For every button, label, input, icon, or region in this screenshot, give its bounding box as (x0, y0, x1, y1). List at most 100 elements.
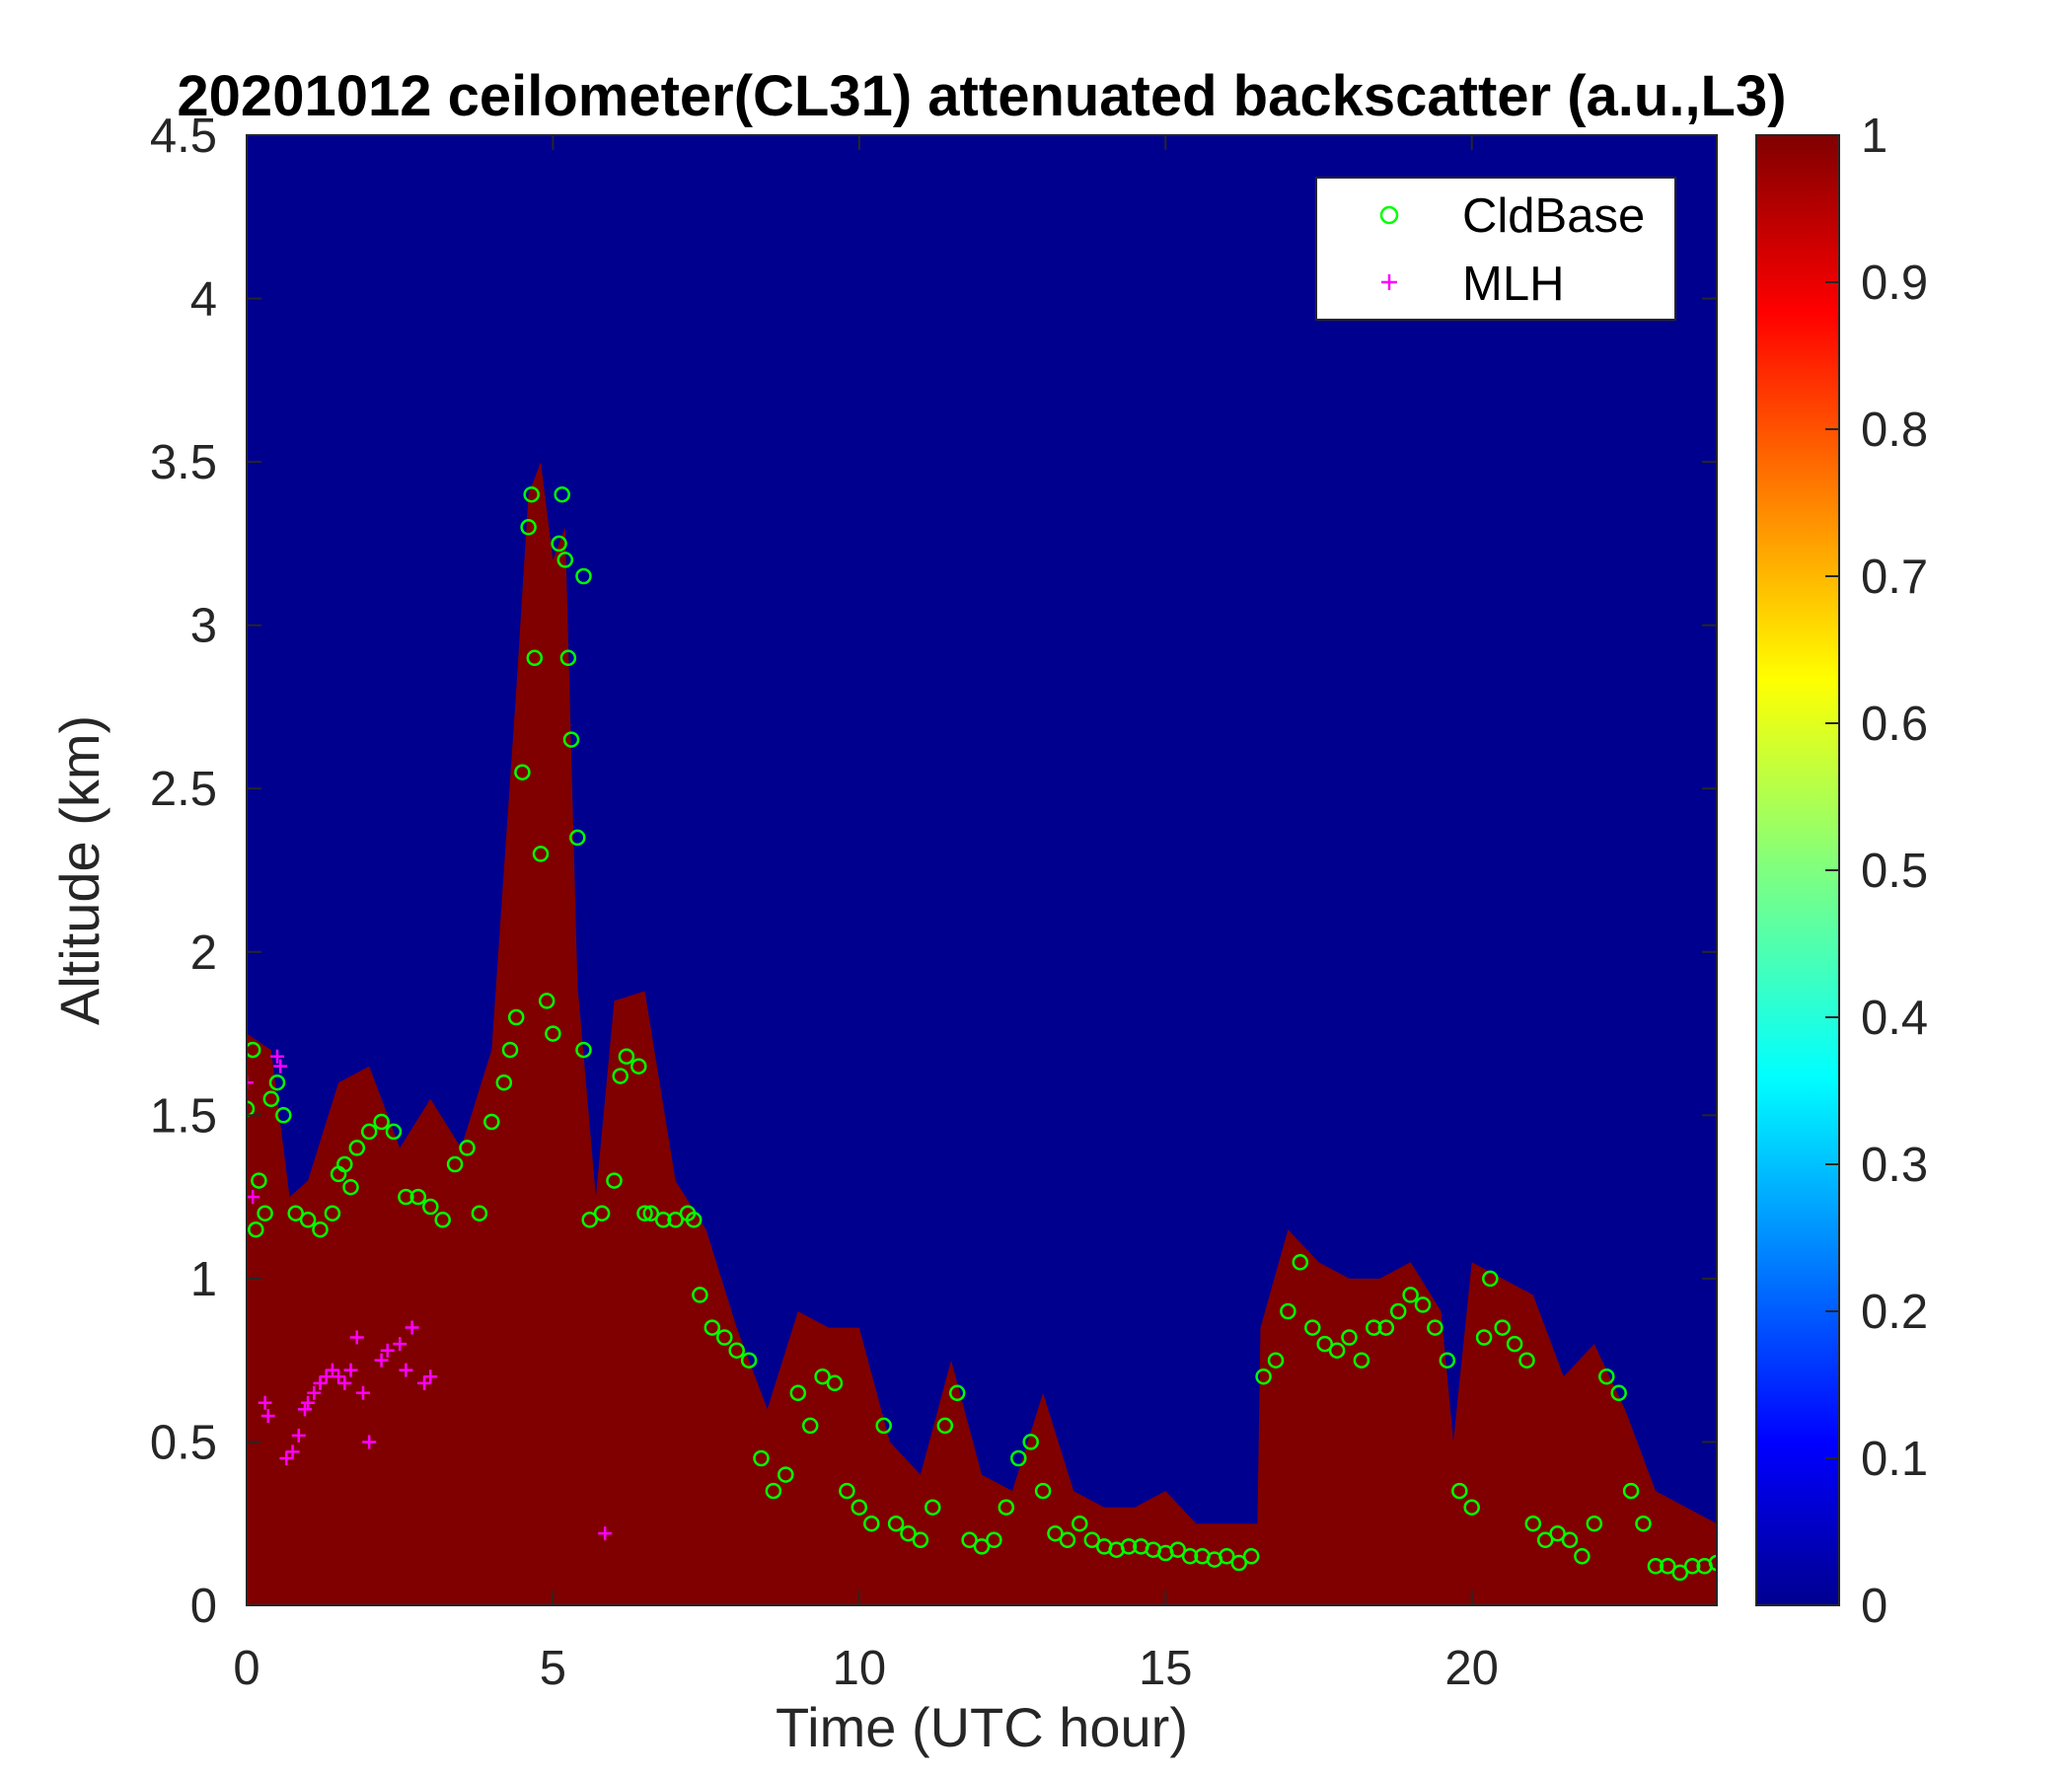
mlh-point (291, 1428, 306, 1443)
cldbase-point (360, 1123, 378, 1141)
cldbase-point (1181, 1548, 1199, 1565)
x-tick-label: 5 (540, 1642, 566, 1695)
y-tick-label: 4 (190, 273, 217, 327)
cldbase-point (385, 1123, 403, 1141)
cldbase-point (1120, 1538, 1138, 1555)
cldbase-point (299, 1212, 317, 1228)
cldbase-point (1708, 1554, 1717, 1572)
cldbase-point (538, 993, 555, 1009)
backscatter-heatmap (247, 462, 1717, 1605)
cldbase-point (1169, 1541, 1186, 1558)
cldbase-point (501, 1041, 519, 1059)
cldbase-point (1683, 1558, 1701, 1575)
cldbase-point (777, 1466, 794, 1483)
cldbase-point (1586, 1515, 1603, 1532)
colorbar-tick-label: 0.2 (1861, 1286, 1928, 1339)
cldbase-point (545, 1025, 561, 1042)
cldbase-point (801, 1417, 819, 1435)
cldbase-point (312, 1221, 329, 1238)
cldbase-point (1292, 1254, 1309, 1271)
cldbase-series (247, 485, 1717, 1582)
cldbase-point (247, 1100, 256, 1117)
legend-cldbase-label: CldBase (1462, 189, 1645, 243)
cldbase-point (1506, 1335, 1523, 1353)
cldbase-point (1518, 1352, 1535, 1369)
mlh-point (313, 1375, 328, 1390)
mlh-point (285, 1444, 300, 1459)
cldbase-point (257, 1205, 273, 1221)
cldbase-point (1402, 1287, 1419, 1303)
cldbase-point (523, 485, 540, 503)
cldbase-point (685, 1212, 703, 1228)
cldbase-point (247, 1041, 261, 1059)
mlh-point (260, 1408, 275, 1423)
cldbase-point (1072, 1515, 1088, 1532)
legend-box (1315, 177, 1676, 321)
cldbase-point (251, 1172, 267, 1189)
colorbar-tick-label: 0 (1861, 1580, 1887, 1633)
x-tick-label: 20 (1444, 1642, 1499, 1695)
cldbase-point (1366, 1319, 1382, 1336)
cldbase-point (471, 1205, 488, 1221)
cldbase-point (1341, 1329, 1358, 1346)
cldbase-point (1574, 1548, 1591, 1565)
colorbar-tick-label: 0.6 (1861, 698, 1928, 751)
cldbase-point (814, 1368, 831, 1385)
cldbase-point (1622, 1482, 1640, 1500)
x-axis-ticks: 0 5 10 15 20 (233, 135, 1499, 1695)
cldbase-point (1671, 1564, 1689, 1582)
cldbase-point (1389, 1302, 1407, 1320)
cldbase-point (1353, 1352, 1370, 1369)
mlh-point (273, 1059, 288, 1073)
cldbase-point (912, 1531, 929, 1549)
cldbase-point (1524, 1515, 1542, 1532)
cldbase-point (575, 567, 592, 585)
cldbase-point (348, 1140, 366, 1156)
cldbase-point (495, 1073, 513, 1091)
colorbar-tick-label: 0.3 (1861, 1139, 1928, 1192)
cldbase-point (654, 1212, 672, 1228)
cldbase-point (409, 1188, 427, 1206)
mlh-point (279, 1451, 294, 1465)
cldbase-point (1267, 1352, 1285, 1369)
cldbase-point (887, 1515, 905, 1532)
cldbase-point (998, 1499, 1015, 1516)
mlh-point (417, 1375, 432, 1390)
y-tick-label: 1.5 (150, 1089, 217, 1143)
cldbase-point (1475, 1329, 1493, 1346)
cldbase-point (630, 1058, 647, 1074)
cldbase-point (1219, 1548, 1235, 1565)
colorbar-tick-label: 0.4 (1861, 992, 1928, 1045)
cldbase-point (262, 1090, 280, 1108)
colorbar-tick-label: 0.8 (1861, 404, 1928, 457)
cldbase-point (342, 1178, 359, 1196)
colorbar-tick-label: 0.1 (1861, 1433, 1928, 1486)
mlh-point (307, 1385, 322, 1400)
cldbase-point (900, 1524, 917, 1542)
mlh-point (297, 1402, 312, 1417)
cldbase-point (1304, 1319, 1321, 1336)
mlh-point (393, 1337, 407, 1352)
colorbar-tick-label: 0.7 (1861, 551, 1928, 604)
cldbase-point (1377, 1319, 1395, 1336)
y-tick-label: 1 (190, 1253, 217, 1306)
cldbase-point (398, 1188, 414, 1206)
cldbase-point (526, 649, 544, 667)
mlh-point (349, 1330, 364, 1345)
cldbase-point (581, 1212, 598, 1228)
cldbase-point (248, 1221, 264, 1238)
cldbase-point (1083, 1531, 1101, 1549)
cldbase-point (268, 1073, 286, 1091)
cldbase-point (1010, 1449, 1027, 1467)
cldbase-point (1427, 1319, 1443, 1336)
cldbase-point (1451, 1482, 1468, 1500)
mlh-point (301, 1395, 316, 1410)
cldbase-point (593, 1205, 611, 1221)
cldbase-point (1635, 1515, 1652, 1532)
colorbar-tick-label: 0.5 (1861, 845, 1928, 898)
mlh-point (405, 1320, 419, 1335)
cldbase-point (875, 1417, 892, 1435)
x-tick-label: 0 (233, 1642, 259, 1695)
cldbase-point (532, 846, 550, 862)
mlh-point (343, 1363, 358, 1377)
